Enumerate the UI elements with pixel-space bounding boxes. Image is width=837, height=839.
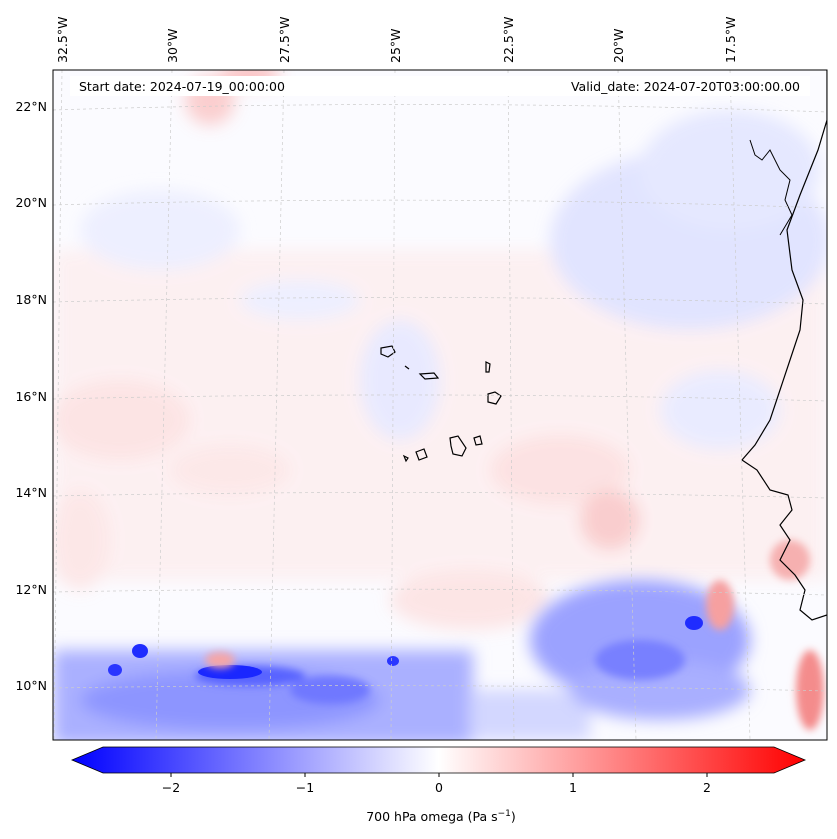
omega-field <box>53 70 827 740</box>
colorbar-tick: 0 <box>435 780 443 795</box>
colorbar-tick: 1 <box>569 780 577 795</box>
lat-label: 10°N <box>15 678 47 693</box>
lat-label: 16°N <box>15 389 47 404</box>
lon-label: 30°W <box>165 28 180 63</box>
lat-label: 12°N <box>15 582 47 597</box>
lat-label: 22°N <box>15 99 47 114</box>
colorbar-label: 700 hPa omega (Pa s−1) <box>366 809 516 824</box>
longitude-labels: 32.5°W 30°W 27.5°W 25°W 22.5°W 20°W 17.5… <box>55 17 738 63</box>
lat-label: 20°N <box>15 195 47 210</box>
lon-label: 17.5°W <box>723 17 738 63</box>
colorbar-tick: 2 <box>703 780 711 795</box>
lat-label: 18°N <box>15 292 47 307</box>
colorbar-bar <box>70 746 807 774</box>
lon-label: 22.5°W <box>501 17 516 63</box>
map-panel: Start date: 2024-07-19_00:00:00 Valid_da… <box>52 69 828 741</box>
colorbar-tick: −1 <box>296 780 314 795</box>
strong-ascent-core <box>198 665 262 679</box>
lon-label: 25°W <box>388 28 403 63</box>
colorbar-label-sup: −1 <box>498 809 511 819</box>
graticule <box>53 70 827 740</box>
coastline <box>741 70 827 621</box>
start-date-label: Start date: 2024-07-19_00:00:00 <box>79 79 285 94</box>
lon-label: 27.5°W <box>277 17 292 63</box>
colorbar-tick: −2 <box>162 780 180 795</box>
colorbar: −2 −1 0 1 2 700 hPa omega (Pa s−1) <box>70 746 807 824</box>
lon-label: 20°W <box>611 28 626 63</box>
colorbar-label-text: 700 hPa omega (Pa s <box>366 809 497 824</box>
header-strip <box>70 76 810 96</box>
latitude-labels: 22°N 20°N 18°N 16°N 14°N 12°N 10°N <box>15 99 47 693</box>
valid-date-label: Valid_date: 2024-07-20T03:00:00.00 <box>571 79 800 94</box>
colorbar-label-end: ) <box>511 809 516 824</box>
lat-label: 14°N <box>15 485 47 500</box>
lon-label: 32.5°W <box>55 17 70 63</box>
map-frame <box>52 69 828 741</box>
cape-verde-islands <box>380 345 502 463</box>
